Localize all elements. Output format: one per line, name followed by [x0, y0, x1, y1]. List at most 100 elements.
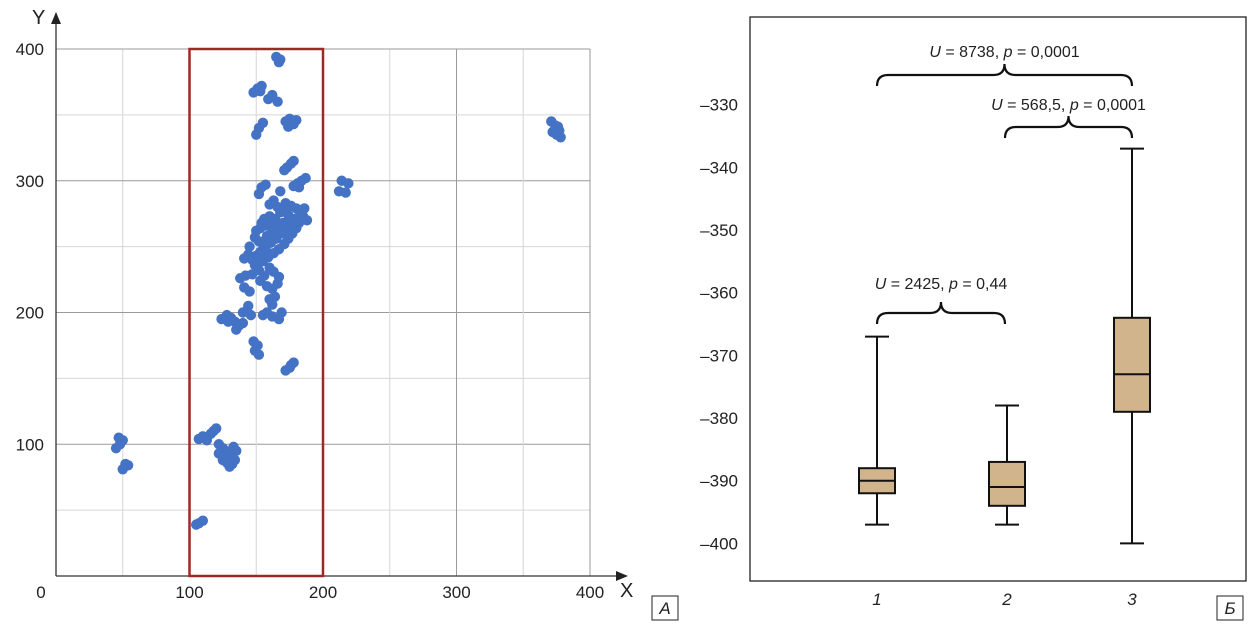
category-label: 3	[1127, 590, 1137, 609]
scatter-point	[301, 215, 313, 226]
panel-label-box-a	[651, 595, 679, 621]
scatter-point	[555, 132, 566, 143]
panel-label-b: Б	[1224, 599, 1235, 618]
x-tick-label: 0	[36, 583, 45, 602]
scatter-point	[552, 121, 564, 132]
y-tick-label: 300	[16, 172, 44, 191]
x-axis-label: X	[620, 580, 633, 602]
boxplot-boxes	[858, 147, 1151, 545]
category-label: 2	[1001, 590, 1012, 609]
scatter-point	[276, 307, 287, 318]
scatter-point	[231, 324, 242, 335]
box-1	[858, 335, 896, 526]
panel-label-box-b	[1216, 595, 1244, 621]
scatter-point	[235, 273, 246, 284]
scatter-point	[256, 217, 267, 229]
scatter-point	[299, 203, 310, 214]
scatter-point	[283, 121, 294, 132]
scatter-point	[251, 129, 262, 140]
scatter-point	[257, 309, 269, 321]
scatter-point	[272, 278, 283, 289]
highlight-rectangle	[188, 47, 325, 578]
y-tick-label: 400	[16, 40, 44, 59]
y-tick-label: –340	[700, 158, 738, 177]
scatter-point	[117, 464, 128, 475]
significance-annotations: U = 8738, p = 0,0001 U = 568,5, p = 0,000…	[875, 44, 1146, 325]
y-tick-label: –390	[700, 472, 738, 491]
scatter-point	[293, 217, 305, 229]
boxplot-category-labels: 1 2 3	[872, 590, 1137, 609]
u-value: = 8738,	[941, 44, 1004, 61]
scatter-point	[223, 316, 234, 327]
scatter-point	[229, 454, 241, 466]
x-tick-label: 200	[309, 583, 337, 602]
scatter-point	[275, 54, 286, 65]
scatter-point	[244, 286, 255, 297]
scatter-point	[279, 165, 290, 176]
scatter-point	[257, 117, 269, 128]
significance-label: U = 2425, p = 0,44	[875, 276, 1008, 293]
y-tick-label: –330	[700, 96, 738, 115]
y-tick-label: –370	[700, 346, 738, 365]
box-2	[988, 404, 1026, 526]
scatter-panel: 0 100 200 300 400 100 200 300 400 X Y А	[16, 7, 679, 621]
scatter-point	[343, 178, 354, 189]
y-tick-label: –380	[700, 409, 738, 428]
panel-label-a: А	[658, 599, 670, 618]
scatter-point	[267, 299, 278, 310]
u-value: = 2425,	[886, 276, 949, 293]
scatter-point	[275, 186, 286, 197]
scatter-point	[190, 519, 202, 530]
significance-label: U = 8738, p = 0,0001	[929, 44, 1079, 61]
scatter-point	[293, 182, 305, 193]
p-value: = 0,0001	[1013, 44, 1080, 61]
scatter-point	[260, 179, 271, 190]
scatter-point	[231, 445, 242, 457]
significance-brace	[1003, 115, 1134, 139]
scatter-point	[211, 423, 222, 434]
u-value: = 568,5,	[1003, 97, 1070, 114]
y-tick-label: 200	[16, 304, 44, 323]
x-axis-arrow-icon	[616, 571, 628, 581]
scatter-point	[291, 114, 302, 126]
scatter-point	[340, 187, 351, 198]
scatter-tick-labels: 0 100 200 300 400 100 200 300 400	[16, 40, 605, 602]
category-label: 1	[872, 590, 881, 609]
scatter-points	[110, 51, 566, 530]
y-tick-label: –360	[700, 284, 738, 303]
scatter-point	[280, 225, 291, 237]
scatter-point	[272, 96, 283, 107]
scatter-point	[245, 309, 257, 321]
y-tick-label: –400	[700, 534, 738, 553]
x-tick-label: 100	[175, 583, 203, 602]
interquartile-box	[988, 460, 1026, 507]
scatter-point	[284, 362, 295, 374]
scatter-point	[255, 85, 266, 97]
y-tick-label: –350	[700, 221, 738, 240]
interquartile-box	[1113, 316, 1151, 413]
boxplot-panel: –330 –340 –350 –360 –370 –380 –390 –400 1 2 3 U =…	[700, 16, 1247, 621]
scatter-point	[237, 317, 249, 329]
scatter-point	[269, 291, 281, 302]
y-axis-label: Y	[32, 7, 45, 29]
scatter-point	[288, 155, 299, 167]
significance-label: U = 568,5, p = 0,0001	[991, 97, 1146, 114]
y-axis-arrow-icon	[51, 12, 61, 24]
x-tick-label: 300	[442, 583, 470, 602]
x-tick-label: 400	[576, 583, 604, 602]
significance-brace	[875, 301, 1007, 325]
scatter-point	[239, 253, 250, 264]
p-value: = 0,0001	[1079, 97, 1146, 114]
scatter-point	[244, 241, 255, 252]
scatter-point	[243, 300, 254, 312]
boxplot-frame	[749, 16, 1247, 582]
box-3	[1113, 147, 1151, 545]
y-tick-label: 100	[16, 435, 44, 454]
scatter-point	[300, 172, 311, 184]
scatter-point	[253, 349, 265, 360]
significance-brace	[875, 63, 1134, 87]
scatter-point	[113, 432, 124, 443]
scatter-point	[285, 215, 297, 226]
boxplot-y-tick-labels: –330 –340 –350 –360 –370 –380 –390 –400	[700, 96, 738, 554]
